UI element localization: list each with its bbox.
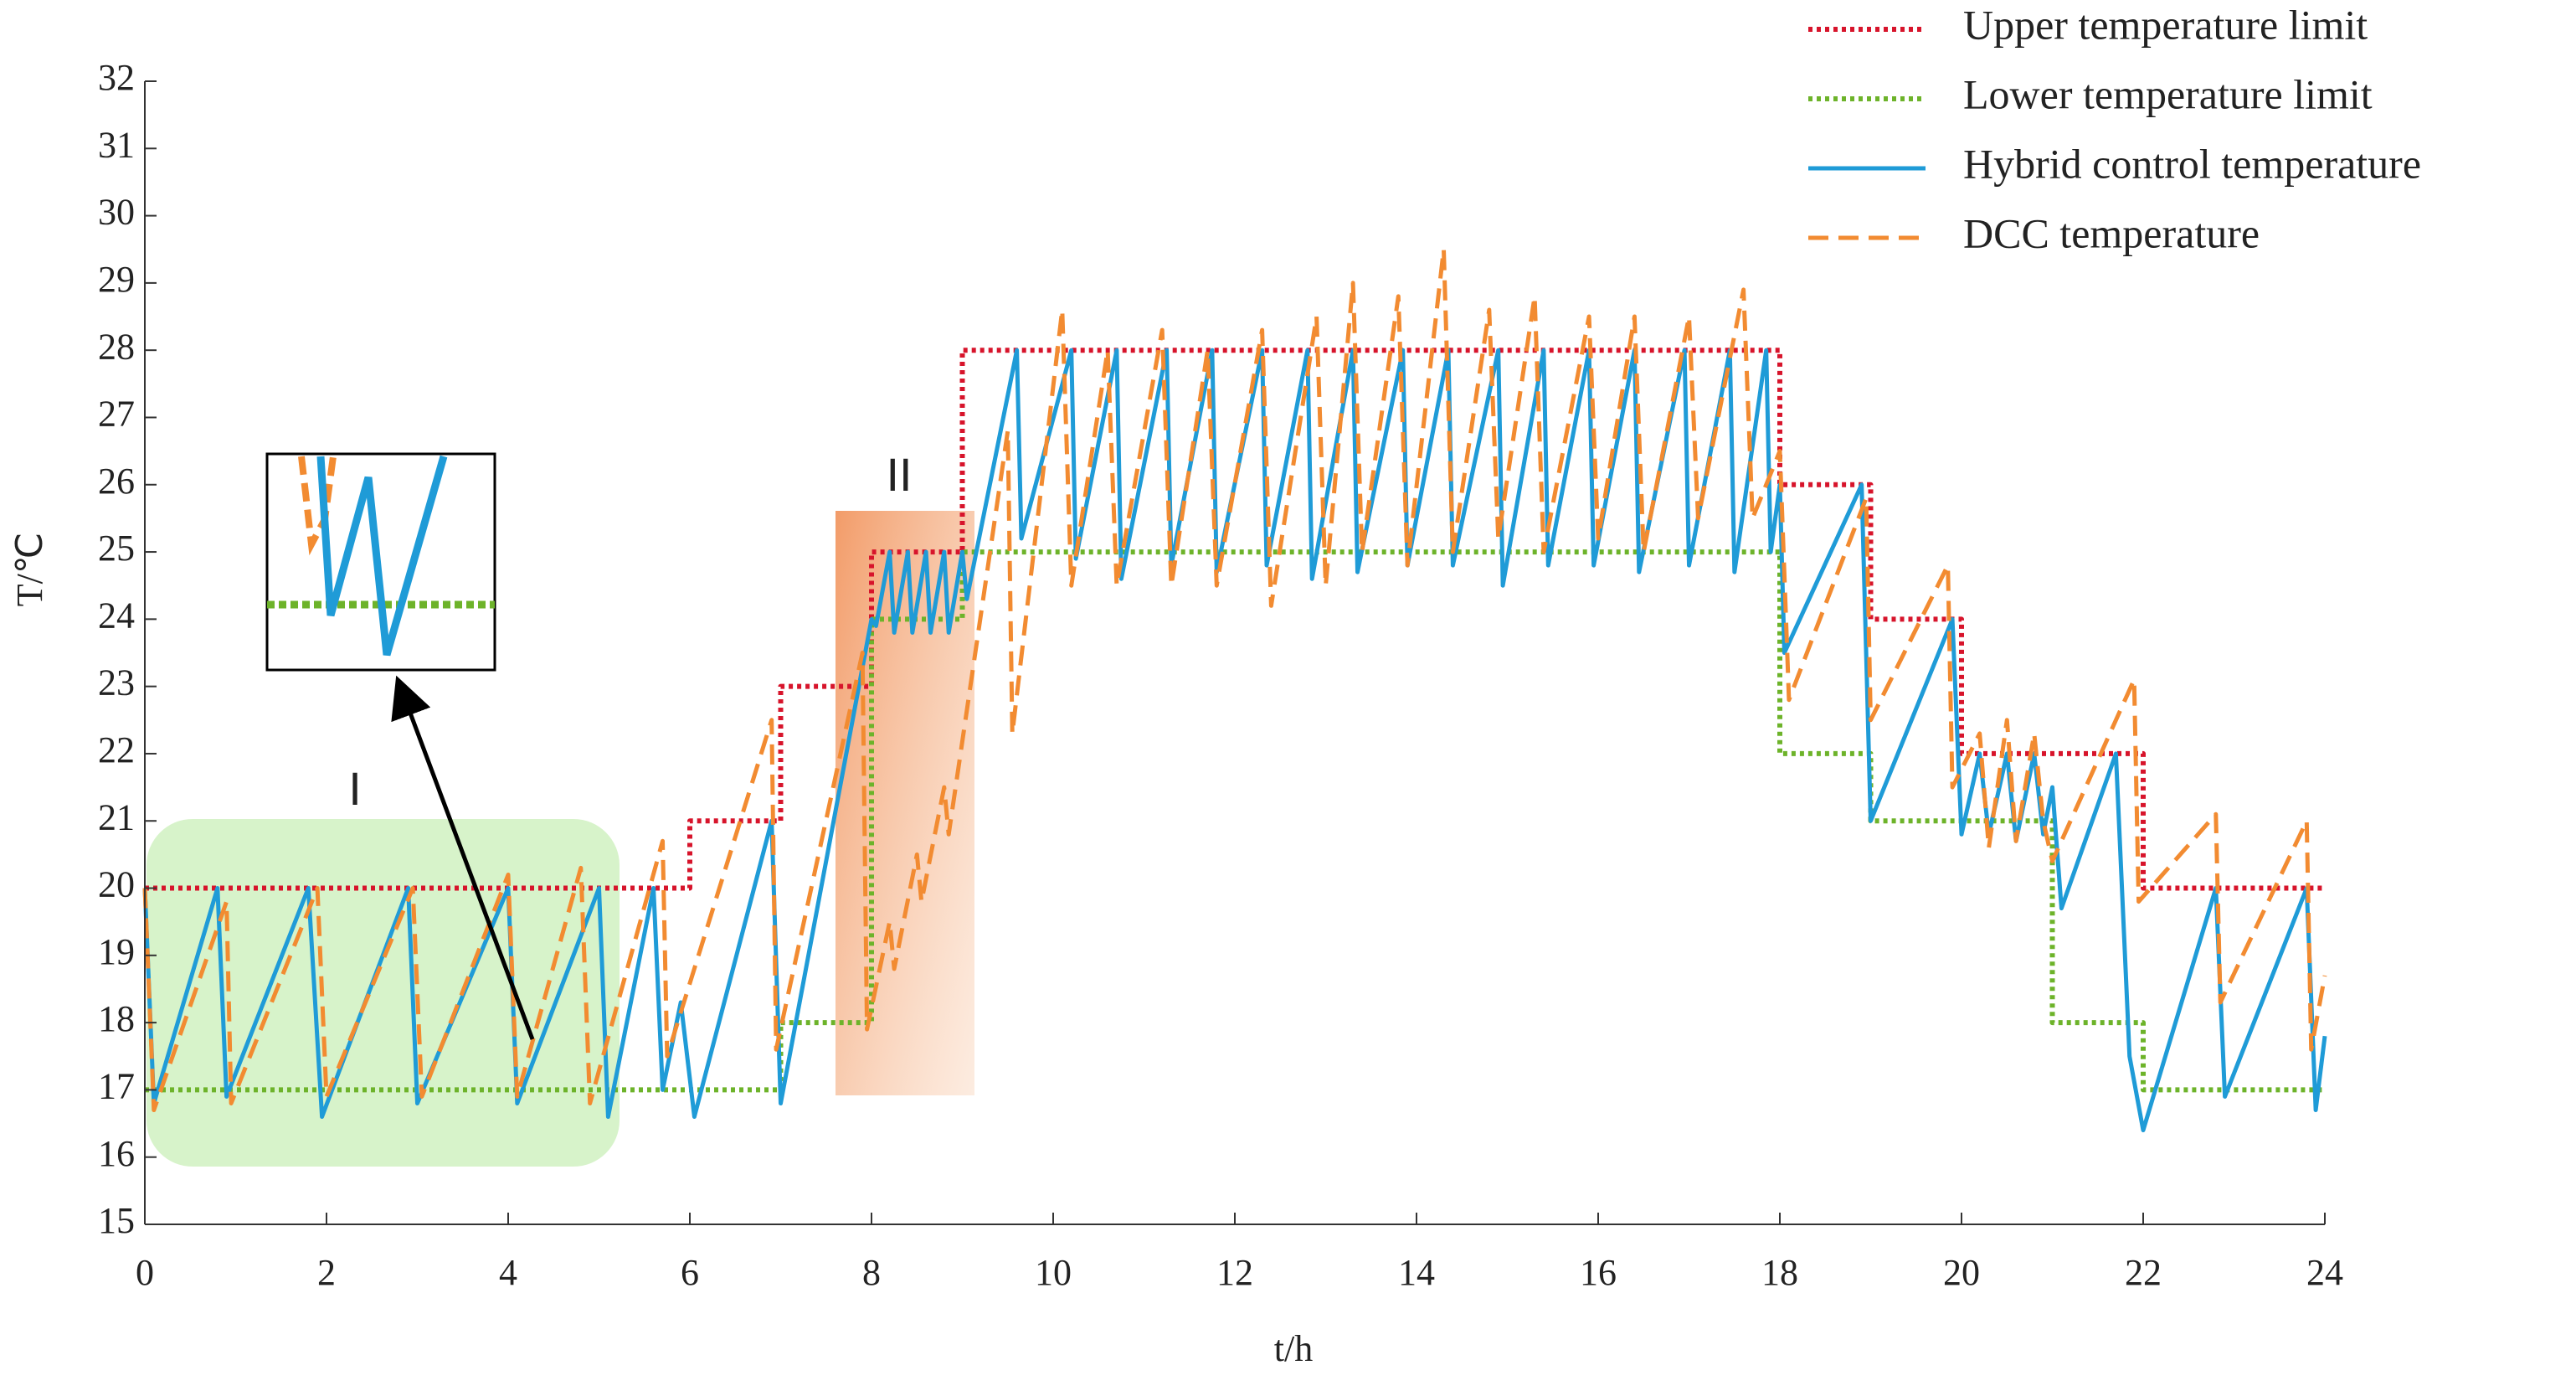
x-tick-label: 22: [2125, 1252, 2162, 1293]
y-tick-label: 23: [98, 662, 135, 703]
inset: [265, 452, 496, 672]
annotation: I: [348, 762, 362, 815]
y-tick-label: 29: [98, 259, 135, 300]
y-tick-label: 26: [98, 461, 135, 502]
x-tick-label: 16: [1580, 1252, 1617, 1293]
x-tick-label: 14: [1398, 1252, 1435, 1293]
legend-label: Lower temperature limit: [1963, 70, 2373, 117]
x-tick-label: 8: [862, 1252, 881, 1293]
legend-label: Hybrid control temperature: [1963, 140, 2421, 187]
x-tick-label: 18: [1761, 1252, 1798, 1293]
y-tick-label: 15: [98, 1200, 135, 1241]
y-tick-label: 28: [98, 326, 135, 367]
y-tick-label: 30: [98, 192, 135, 233]
y-tick-label: 19: [98, 931, 135, 972]
series-line: [145, 348, 2325, 891]
x-tick-label: 24: [2306, 1252, 2343, 1293]
y-tick-label: 17: [98, 1066, 135, 1107]
x-tick-label: 6: [681, 1252, 699, 1293]
x-tick-label: 2: [317, 1252, 336, 1293]
series-line: [142, 247, 2327, 1112]
x-axis-label: t/h: [1274, 1328, 1313, 1369]
region-i: [147, 819, 620, 1167]
legend-label: DCC temperature: [1963, 209, 2260, 256]
x-tick-label: 20: [1943, 1252, 1980, 1293]
x-tick-label: 10: [1035, 1252, 1072, 1293]
y-tick-label: 27: [98, 394, 135, 435]
y-axis-label: T/℃: [9, 533, 50, 607]
y-tick-label: 22: [98, 729, 135, 770]
x-tick-label: 4: [499, 1252, 517, 1293]
series-line: [145, 549, 2325, 1093]
y-tick-label: 31: [98, 124, 135, 165]
x-tick-label: 0: [136, 1252, 154, 1293]
y-tick-label: 24: [98, 595, 135, 636]
annotation: II: [886, 448, 912, 501]
y-tick-label: 16: [98, 1133, 135, 1174]
y-tick-label: 21: [98, 796, 135, 837]
y-tick-label: 20: [98, 864, 135, 905]
legend-label: Upper temperature limit: [1963, 1, 2368, 48]
x-tick-label: 12: [1216, 1252, 1253, 1293]
y-tick-label: 25: [98, 528, 135, 569]
arrow: [391, 675, 535, 1040]
y-tick-label: 18: [98, 998, 135, 1039]
y-tick-label: 32: [98, 57, 135, 98]
